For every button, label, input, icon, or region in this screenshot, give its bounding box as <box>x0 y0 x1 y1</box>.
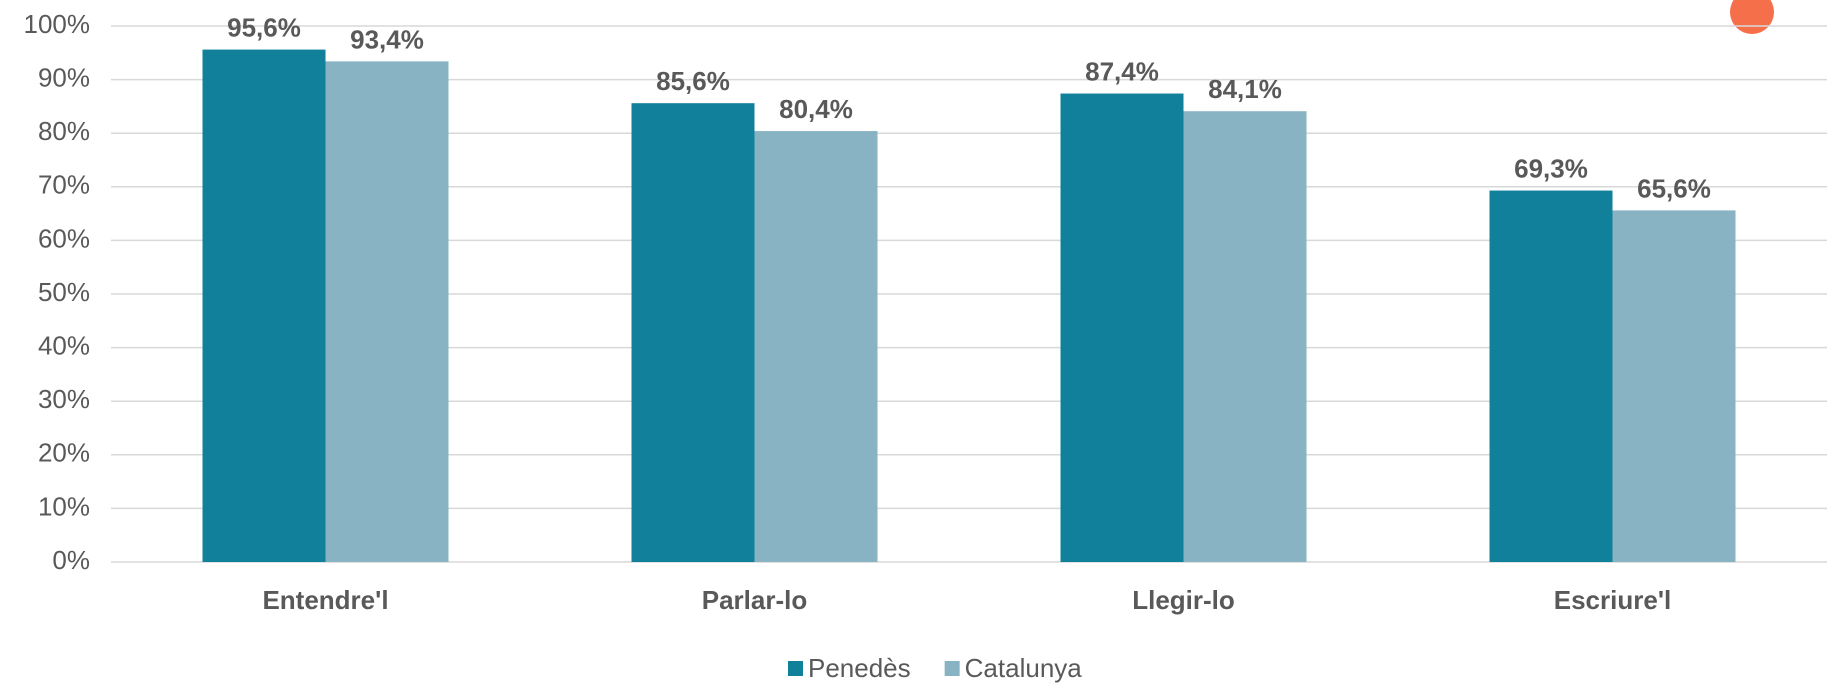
x-tick-label: Entendre'l <box>262 585 388 615</box>
legend-swatch <box>944 661 960 676</box>
y-tick-label: 0% <box>52 545 90 575</box>
bar <box>202 49 326 563</box>
bar <box>1060 93 1184 562</box>
decor-dot <box>1730 0 1774 34</box>
y-tick-label: 80% <box>38 116 90 146</box>
bar <box>631 103 755 563</box>
legend-swatch <box>788 661 803 676</box>
data-label: 69,3% <box>1514 153 1588 183</box>
y-tick-label: 30% <box>38 384 90 414</box>
y-tick-label: 10% <box>38 491 90 521</box>
bar <box>325 61 449 562</box>
data-label: 65,6% <box>1637 173 1711 203</box>
y-tick-label: 70% <box>38 170 90 200</box>
data-label: 95,6% <box>227 12 301 42</box>
bar <box>1612 210 1736 562</box>
data-label: 80,4% <box>779 94 853 124</box>
y-tick-label: 40% <box>38 330 90 360</box>
bar <box>1183 111 1307 562</box>
x-tick-label: Escriure'l <box>1554 585 1671 615</box>
legend-label: Catalunya <box>965 653 1083 683</box>
data-label: 93,4% <box>350 24 424 54</box>
x-tick-label: Parlar-lo <box>702 585 808 615</box>
x-tick-label: Llegir-lo <box>1132 585 1235 615</box>
bar <box>1489 190 1613 562</box>
legend-label: Penedès <box>808 653 911 683</box>
y-tick-label: 50% <box>38 277 90 307</box>
data-label: 84,1% <box>1208 74 1282 104</box>
y-tick-label: 20% <box>38 438 90 468</box>
data-label: 85,6% <box>656 66 730 96</box>
y-tick-label: 100% <box>24 9 91 39</box>
bar <box>754 131 878 562</box>
y-tick-label: 90% <box>38 62 90 92</box>
data-label: 87,4% <box>1085 56 1159 86</box>
y-tick-label: 60% <box>38 223 90 253</box>
